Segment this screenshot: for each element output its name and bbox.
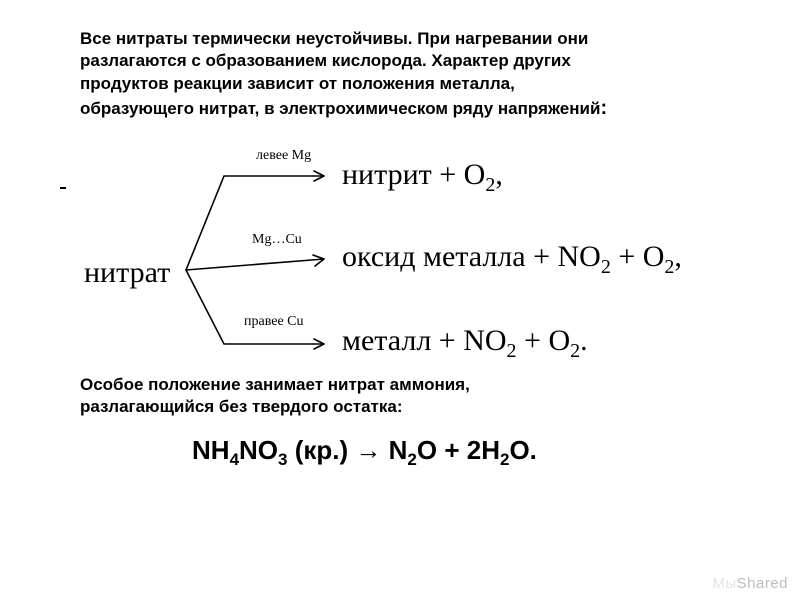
product-1: нитрит + O2, <box>342 158 503 192</box>
product-3-mid: + O <box>517 324 571 357</box>
intro-line-2: разлагаются с образованием кислорода. Ха… <box>80 51 571 70</box>
product-3-tail: . <box>580 324 588 357</box>
product-3-sub2: 2 <box>570 340 580 362</box>
product-3: металл + NO2 + O2. <box>342 324 588 358</box>
eq-rhs2: O + 2H <box>417 435 500 465</box>
intro-colon: : <box>600 97 607 119</box>
equation: NH4NO3 (кр.) → N2O + 2H2O. <box>80 435 744 466</box>
product-3-sub1: 2 <box>507 340 517 362</box>
intro-line-3: продуктов реакции зависит от положения м… <box>80 74 515 93</box>
product-1-text: нитрит + O <box>342 158 485 191</box>
watermark-part-b: Shared <box>737 575 788 592</box>
intro-paragraph: Все нитраты термически неустойчивы. При … <box>80 28 744 122</box>
slide-area: Все нитраты термически неустойчивы. При … <box>0 0 800 600</box>
branch-label-2: Mg…Cu <box>252 232 302 248</box>
product-1-tail: , <box>495 158 503 191</box>
eq-lhs2: NO <box>239 435 278 465</box>
product-2-sub2: 2 <box>664 256 674 278</box>
footer-line-2: разлагающийся без твердого остатка: <box>80 397 403 416</box>
eq-rhs1-sub: 2 <box>407 450 416 469</box>
eq-phase: (кр.) <box>288 435 356 465</box>
product-2-sub1: 2 <box>601 256 611 278</box>
eq-rhs3: O. <box>509 435 536 465</box>
diagram-source-word: нитрат <box>84 256 170 290</box>
branch-label-3: правее Cu <box>244 314 304 330</box>
eq-arrow: → <box>355 435 388 465</box>
product-2: оксид металла + NO2 + O2, <box>342 240 682 274</box>
eq-lhs2-sub: 3 <box>278 450 287 469</box>
intro-line-4: образующего нитрат, в электрохимическом … <box>80 99 600 118</box>
product-3-text: металл + NO <box>342 324 507 357</box>
eq-lhs1: NH <box>192 435 230 465</box>
product-2-mid: + O <box>611 240 665 273</box>
decomposition-diagram: нитрат левее Mg Mg…Cu правее Cu нитрит +… <box>66 128 744 378</box>
branch-label-1: левее Mg <box>256 148 311 164</box>
eq-lhs1-sub: 4 <box>230 450 239 469</box>
product-2-tail: , <box>674 240 682 273</box>
watermark: МыShared <box>712 575 788 592</box>
eq-rhs1: N <box>389 435 408 465</box>
product-2-text: оксид металла + NO <box>342 240 601 273</box>
branch-lines <box>184 146 334 370</box>
product-1-sub: 2 <box>485 174 495 196</box>
watermark-part-a: Мы <box>712 575 736 592</box>
intro-line-1: Все нитраты термически неустойчивы. При … <box>80 29 588 48</box>
footer-paragraph: Особое положение занимает нитрат аммония… <box>80 374 744 419</box>
